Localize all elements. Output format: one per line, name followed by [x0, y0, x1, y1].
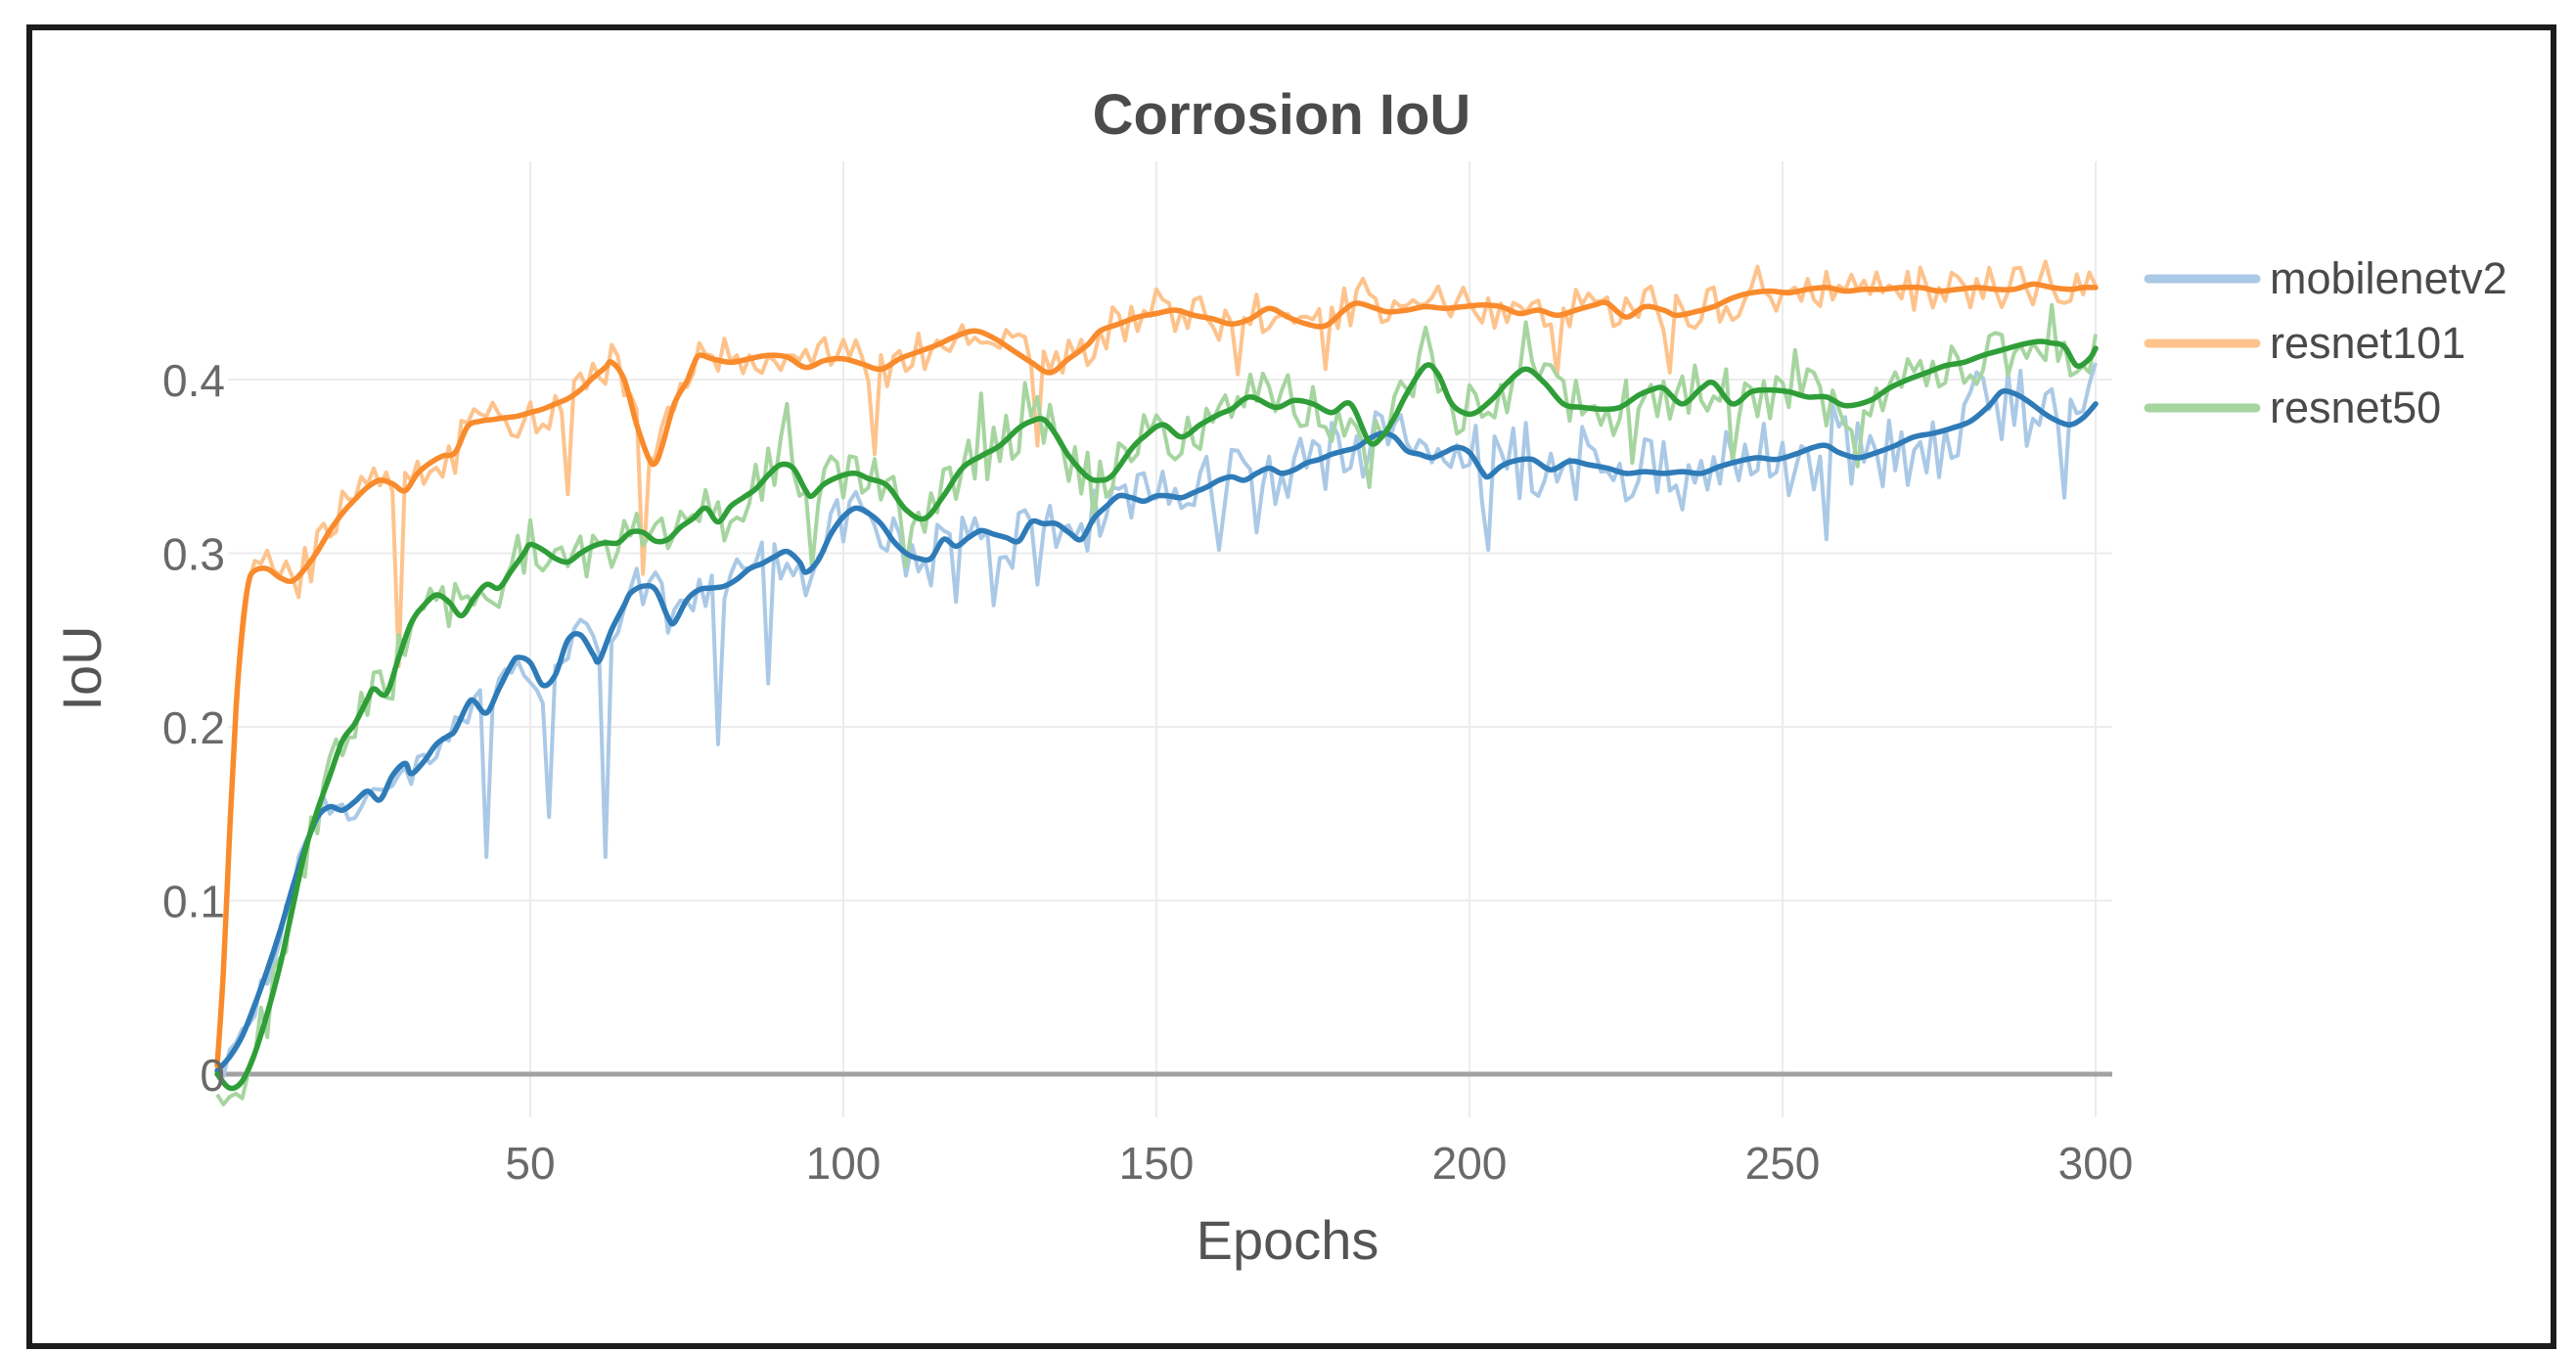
x-tick-label: 200 [1432, 1138, 1508, 1189]
series-smoothed-resnet101 [214, 281, 2099, 1068]
x-tick-label: 50 [505, 1138, 555, 1189]
legend-item[interactable]: resnet101 [2144, 318, 2465, 368]
x-tick-label: 100 [806, 1138, 881, 1189]
figure-border [26, 24, 2556, 1349]
legend-item[interactable]: resnet50 [2144, 383, 2441, 432]
tick-layer: 50 100 150 200 250 300 0 0.1 0.2 0.3 0.4 [162, 355, 2133, 1189]
y-tick-label: 0.4 [162, 355, 225, 406]
x-tick-label: 300 [2058, 1138, 2134, 1189]
series-layer [214, 259, 2099, 1106]
x-tick-label: 150 [1119, 1138, 1195, 1189]
legend-label: mobilenetv2 [2270, 253, 2508, 303]
y-tick-label: 0.2 [162, 702, 225, 753]
x-axis-label: Epochs [1197, 1209, 1379, 1271]
legend-item[interactable]: mobilenetv2 [2144, 253, 2508, 303]
y-tick-label: 0.1 [162, 877, 225, 927]
series-smoothed-resnet50 [214, 338, 2099, 1092]
x-tick-label: 250 [1745, 1138, 1821, 1189]
legend-label: resnet101 [2270, 318, 2465, 368]
y-tick-label: 0.3 [162, 529, 225, 580]
series-raw-resnet50 [215, 302, 2098, 1106]
y-axis-label: IoU [51, 625, 113, 710]
legend-label: resnet50 [2270, 383, 2441, 432]
chart-title: Corrosion IoU [1093, 83, 1471, 147]
y-tick-label: 0 [200, 1050, 225, 1101]
series-smoothed-mobilenetv2 [214, 387, 2099, 1074]
legend: mobilenetv2 resnet101 resnet50 [2144, 253, 2508, 432]
